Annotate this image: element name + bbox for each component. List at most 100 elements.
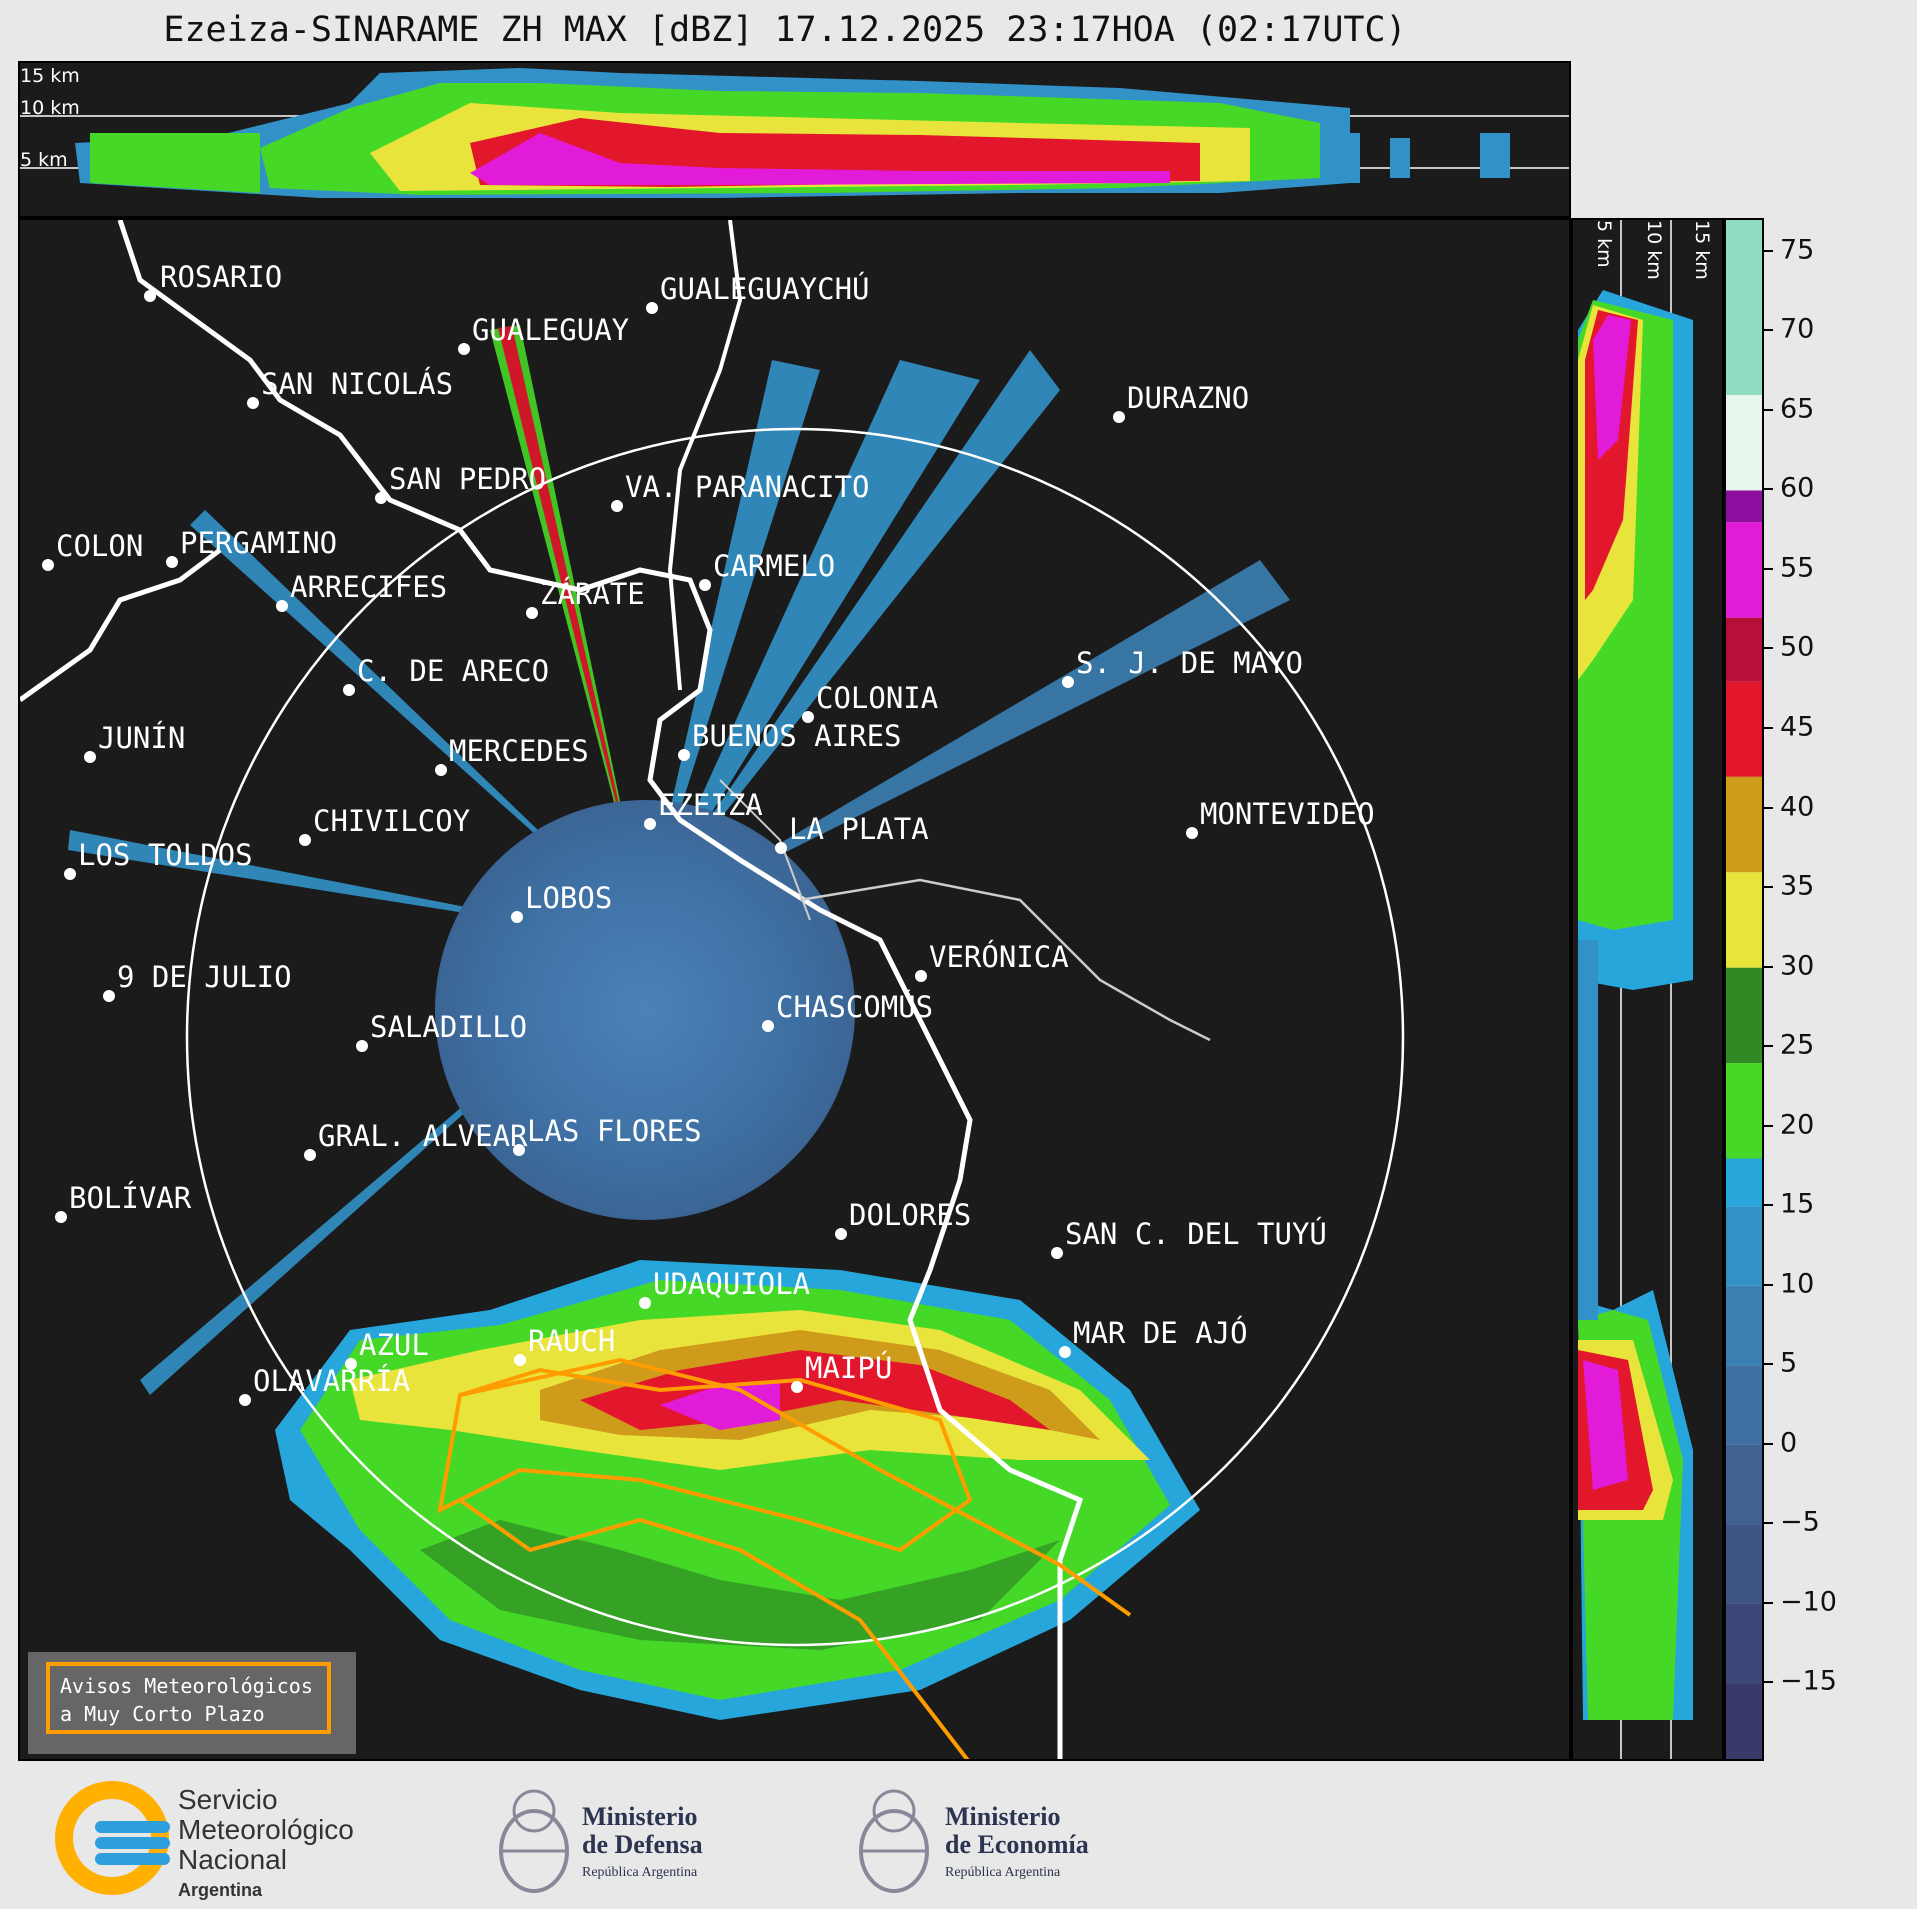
city-dot-icon xyxy=(356,1040,368,1052)
radar-map-plot xyxy=(20,220,1405,1759)
city-label: VA. PARANACITO xyxy=(625,470,870,504)
footer: Servicio Meteorológico Nacional Argentin… xyxy=(0,1761,1917,1909)
smn-line-2: Meteorológico xyxy=(178,1814,354,1845)
colorbar-tick-label: 5 xyxy=(1780,1347,1798,1379)
side-cross-section: 5 km 10 km 15 km xyxy=(1571,218,1724,1761)
city-dot-icon xyxy=(144,290,156,302)
colorbar-segment xyxy=(1726,490,1762,523)
city-dot-icon xyxy=(513,1144,525,1156)
colorbar-tick-label: −5 xyxy=(1780,1506,1820,1538)
argentina-seal-icon xyxy=(499,1789,569,1893)
colorbar-tick-label: 35 xyxy=(1780,870,1815,902)
colorbar-tick-label: 10 xyxy=(1780,1268,1815,1300)
city-label: S. J. DE MAYO xyxy=(1076,646,1303,680)
colorbar-segment xyxy=(1726,1365,1762,1445)
colorbar-segment xyxy=(1726,522,1762,618)
city-dot-icon xyxy=(1113,411,1125,423)
city-label: GUALEGUAYCHÚ xyxy=(660,272,870,306)
colorbar-ticks: 75 70 65 60 55 50 45 40 35 30 25 20 15 10 5 0 −5 −10 −15 xyxy=(1764,218,1914,1761)
side-height-label-10km: 10 km xyxy=(1643,220,1665,280)
city-dot-icon xyxy=(646,302,658,314)
colorbar-tick xyxy=(1764,1601,1773,1604)
side-height-label-15km: 15 km xyxy=(1691,220,1713,280)
colorbar-tick-label: −15 xyxy=(1780,1665,1837,1697)
colorbar-tick-label: 70 xyxy=(1780,313,1815,345)
colorbar-tick xyxy=(1764,1681,1773,1684)
height-label-15km: 15 km xyxy=(20,65,80,87)
defensa-line-2: de Defensa xyxy=(582,1830,703,1859)
city-dot-icon xyxy=(791,1381,803,1393)
colorbar-segment xyxy=(1726,394,1762,491)
colorbar-segment xyxy=(1726,220,1762,395)
defensa-line-1: Ministerio xyxy=(582,1802,698,1831)
city-dot-icon xyxy=(343,684,355,696)
colorbar-tick xyxy=(1764,1045,1773,1048)
city-label: 9 DE JULIO xyxy=(117,960,292,994)
colorbar-tick-label: 0 xyxy=(1780,1427,1798,1459)
city-label: MONTEVIDEO xyxy=(1200,797,1375,831)
city-label: MERCEDES xyxy=(449,734,589,768)
city-dot-icon xyxy=(42,559,54,571)
colorbar-tick xyxy=(1764,886,1773,889)
colorbar-segment xyxy=(1726,617,1762,682)
height-label-5km: 5 km xyxy=(20,149,68,171)
colorbar-segment xyxy=(1726,1683,1762,1759)
city-label: LA PLATA xyxy=(789,812,929,846)
city-label: ROSARIO xyxy=(160,260,283,294)
city-dot-icon xyxy=(775,842,787,854)
city-label: DURAZNO xyxy=(1127,381,1250,415)
city-dot-icon xyxy=(103,990,115,1002)
city-dot-icon xyxy=(435,764,447,776)
city-dot-icon xyxy=(1051,1247,1063,1259)
city-dot-icon xyxy=(64,868,76,880)
city-label: BUENOS AIRES xyxy=(692,719,902,753)
city-dot-icon xyxy=(458,343,470,355)
colorbar-tick-label: 75 xyxy=(1780,234,1815,266)
colorbar-segment xyxy=(1726,681,1762,777)
city-label: JUNÍN xyxy=(98,721,186,755)
legend-line-1: Avisos Meteorológicos xyxy=(60,1674,313,1698)
city-label: MAIPÚ xyxy=(805,1351,893,1385)
colorbar-segment xyxy=(1726,1206,1762,1286)
colorbar-tick-label: 65 xyxy=(1780,393,1815,425)
city-dot-icon xyxy=(802,711,814,723)
economia-line-1: Ministerio xyxy=(945,1802,1061,1831)
city-dot-icon xyxy=(835,1228,847,1240)
city-dot-icon xyxy=(526,607,538,619)
economia-seal xyxy=(855,1771,933,1900)
colorbar-tick xyxy=(1764,1204,1773,1207)
city-dot-icon xyxy=(678,749,690,761)
colorbar-segment xyxy=(1726,872,1762,968)
city-dot-icon xyxy=(644,818,656,830)
city-dot-icon xyxy=(299,834,311,846)
smn-line-3: Nacional xyxy=(178,1844,287,1875)
colorbar-tick-label: 50 xyxy=(1780,631,1815,663)
smn-logo-icon xyxy=(55,1781,170,1895)
city-label: VERÓNICA xyxy=(929,940,1069,974)
colorbar-tick-label: 30 xyxy=(1780,950,1815,982)
colorbar-tick xyxy=(1764,249,1773,252)
city-label: CARMELO xyxy=(713,549,836,583)
colorbar-segment xyxy=(1726,1524,1762,1604)
city-dot-icon xyxy=(699,579,711,591)
colorbar-tick xyxy=(1764,1283,1773,1286)
colorbar-tick-label: 15 xyxy=(1780,1188,1815,1220)
colorbar-tick-label: 40 xyxy=(1780,791,1815,823)
city-label: C. DE ARECO xyxy=(357,654,550,688)
city-label: PERGAMINO xyxy=(180,526,338,560)
city-dot-icon xyxy=(345,1358,357,1370)
city-dot-icon xyxy=(1186,827,1198,839)
city-label: AZUL xyxy=(359,1328,429,1362)
economia-line-3: República Argentina xyxy=(945,1865,1061,1880)
colorbar-tick-label: 20 xyxy=(1780,1109,1815,1141)
defensa-seal xyxy=(495,1771,573,1900)
page-title: Ezeiza-SINARAME ZH MAX [dBZ] 17.12.2025 … xyxy=(163,10,1407,50)
smn-line-1: Servicio xyxy=(178,1784,278,1815)
city-label: DOLORES xyxy=(849,1198,972,1232)
colorbar-tick xyxy=(1764,408,1773,411)
city-dot-icon xyxy=(611,500,623,512)
colorbar-gradient xyxy=(1726,220,1762,1759)
smn-logo xyxy=(55,1781,170,1900)
city-dot-icon xyxy=(304,1149,316,1161)
colorbar-segment xyxy=(1726,1063,1762,1159)
